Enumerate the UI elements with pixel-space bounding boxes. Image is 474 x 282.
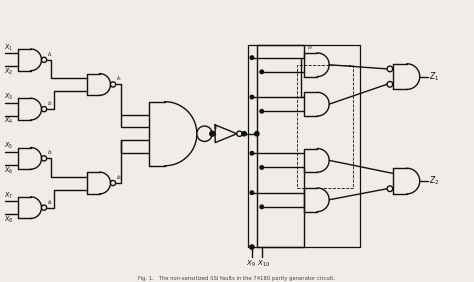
Circle shape [387, 186, 393, 191]
Circle shape [260, 205, 264, 209]
Text: $l_9$: $l_9$ [307, 43, 313, 52]
Circle shape [41, 156, 46, 161]
Circle shape [41, 205, 46, 210]
Text: Fig. 1.   The non-sensitized SSI faults in the 74180 parity generator circuit.: Fig. 1. The non-sensitized SSI faults in… [138, 276, 336, 281]
Circle shape [250, 56, 254, 60]
Circle shape [387, 81, 393, 87]
Text: $X_{5}$: $X_{5}$ [4, 141, 14, 151]
Circle shape [260, 109, 264, 113]
Circle shape [250, 191, 254, 195]
Text: $X_{10}$: $X_{10}$ [257, 259, 270, 269]
Text: $X_{8}$: $X_{8}$ [4, 215, 14, 225]
Text: $X_9$: $X_9$ [246, 259, 256, 269]
Circle shape [41, 57, 46, 62]
Text: $l_5$: $l_5$ [116, 74, 122, 83]
Text: $l_7$: $l_7$ [213, 123, 219, 132]
Circle shape [255, 132, 259, 136]
Text: $Z_2$: $Z_2$ [428, 175, 439, 187]
Circle shape [237, 131, 242, 136]
Bar [248, 45, 360, 247]
Text: $X_{6}$: $X_{6}$ [4, 165, 14, 176]
Circle shape [250, 151, 254, 155]
Circle shape [250, 95, 254, 99]
Text: $X_{7}$: $X_{7}$ [4, 190, 14, 201]
Circle shape [242, 132, 246, 136]
Text: $X_{2}$: $X_{2}$ [4, 67, 14, 77]
Text: $X_{4}$: $X_{4}$ [4, 116, 14, 126]
Text: $l_{2}$: $l_{2}$ [47, 99, 53, 108]
Text: $l_{1}$: $l_{1}$ [47, 50, 53, 59]
Circle shape [110, 180, 116, 186]
Text: $l_8$: $l_8$ [116, 173, 122, 182]
Bar [297, 65, 353, 188]
Circle shape [250, 245, 254, 249]
Circle shape [260, 70, 264, 74]
Text: $l_{3}$: $l_{3}$ [47, 149, 53, 157]
Text: $Z_1$: $Z_1$ [428, 70, 439, 83]
Circle shape [197, 126, 212, 142]
Circle shape [41, 107, 46, 112]
Circle shape [110, 82, 116, 87]
Circle shape [260, 166, 264, 169]
Text: $X_{3}$: $X_{3}$ [4, 92, 14, 102]
Circle shape [210, 131, 215, 136]
Text: $X_{1}$: $X_{1}$ [4, 43, 14, 53]
Circle shape [387, 66, 393, 72]
Text: $l_{4}$: $l_{4}$ [47, 198, 54, 207]
